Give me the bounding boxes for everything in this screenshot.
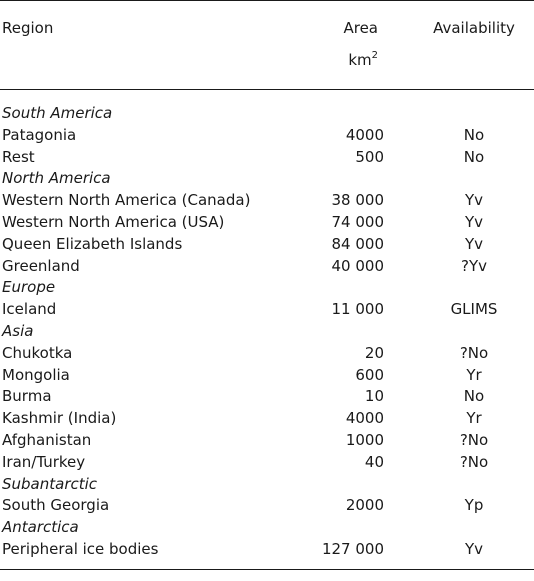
availability-cell: Yr [466, 365, 482, 384]
area-cell: 600 [355, 365, 384, 384]
availability-cell: Yv [464, 212, 484, 231]
header-rule [0, 89, 534, 90]
region-cell: Rest [2, 147, 35, 166]
table-row: Chukotka 20 ?No [0, 343, 534, 365]
column-header-region: Region [2, 19, 54, 37]
availability-cell: No [463, 147, 485, 166]
region-cell: Greenland [2, 256, 80, 275]
table-body: South America Patagonia 4000 No Rest 500 No Nor… [0, 103, 534, 561]
table-header: Region Area km2 Availability [0, 0, 534, 87]
availability-cell: No [463, 125, 485, 144]
region-cell: Iceland [2, 300, 57, 319]
availability-cell: Yv [464, 234, 484, 253]
table-row: Mongolia 600 Yr [0, 365, 534, 387]
table-row: Kashmir (India) 4000 Yr [0, 408, 534, 430]
region-cell: South Georgia [2, 496, 110, 515]
region-cell: Chukotka [2, 343, 73, 362]
top-rule [0, 0, 534, 1]
bottom-rule [0, 569, 534, 570]
area-cell: 2000 [345, 496, 384, 515]
region-cell: Kashmir (India) [2, 409, 117, 428]
group-heading-row: Europe [0, 277, 534, 299]
area-cell: 40 [364, 452, 384, 471]
column-header-availability: Availability [433, 19, 515, 37]
region-cell: Western North America (Canada) [2, 191, 251, 210]
availability-cell: ?Yv [460, 256, 487, 275]
area-cell: 74 000 [331, 212, 385, 231]
table-row: Rest 500 No [0, 147, 534, 169]
area-cell: 38 000 [331, 191, 385, 210]
region-cell: Afghanistan [2, 430, 92, 449]
table-row: South Georgia 2000 Yp [0, 495, 534, 517]
area-cell: 4000 [345, 125, 384, 144]
table-row: Queen Elizabeth Islands 84 000 Yv [0, 234, 534, 256]
table-row: Peripheral ice bodies 127 000 Yv [0, 539, 534, 561]
region-cell: Western North America (USA) [2, 212, 225, 231]
region-cell: Burma [2, 387, 52, 406]
table-row: Greenland 40 000 ?Yv [0, 256, 534, 278]
area-cell: 4000 [345, 409, 384, 428]
group-heading: Europe [2, 278, 56, 297]
table-row: Western North America (Canada) 38 000 Yv [0, 190, 534, 212]
group-heading-row: Subantarctic [0, 474, 534, 496]
area-cell: 11 000 [331, 300, 385, 319]
availability-cell: ?No [459, 343, 489, 362]
table-row: Iran/Turkey 40 ?No [0, 452, 534, 474]
table-row: Iceland 11 000 GLIMS [0, 299, 534, 321]
area-cell: 127 000 [321, 539, 384, 558]
area-cell: 84 000 [331, 234, 385, 253]
availability-cell: GLIMS [450, 300, 498, 319]
table-row: Western North America (USA) 74 000 Yv [0, 212, 534, 234]
availability-cell: ?No [459, 430, 489, 449]
region-cell: Patagonia [2, 125, 77, 144]
group-heading-row: South America [0, 103, 534, 125]
area-unit-exponent: 2 [371, 50, 378, 61]
column-header-area: Area [343, 19, 378, 37]
group-heading: South America [2, 104, 113, 122]
area-cell: 500 [355, 147, 384, 166]
area-cell: 10 [364, 387, 384, 406]
availability-cell: ?No [459, 452, 489, 471]
group-heading: North America [2, 169, 111, 188]
table-row: Burma 10 No [0, 386, 534, 408]
table-row: Patagonia 4000 No [0, 125, 534, 147]
table-row: Afghanistan 1000 ?No [0, 430, 534, 452]
group-heading-row: Asia [0, 321, 534, 343]
column-header-area-unit: km2 [300, 50, 378, 70]
availability-cell: Yp [464, 496, 484, 515]
availability-cell: No [463, 387, 485, 406]
group-heading-row: Antarctica [0, 517, 534, 539]
region-cell: Iran/Turkey [2, 452, 86, 471]
region-cell: Mongolia [2, 365, 70, 384]
group-heading: Subantarctic [2, 474, 98, 493]
area-cell: 1000 [345, 430, 384, 449]
area-cell: 20 [364, 343, 384, 362]
availability-cell: Yv [464, 191, 484, 210]
area-unit-base: km [348, 51, 372, 69]
group-heading-row: North America [0, 168, 534, 190]
availability-cell: Yv [464, 539, 484, 558]
region-cell: Queen Elizabeth Islands [2, 234, 183, 253]
region-cell: Peripheral ice bodies [2, 539, 159, 558]
availability-cell: Yr [466, 409, 482, 428]
area-cell: 40 000 [331, 256, 385, 275]
group-heading: Antarctica [2, 518, 79, 537]
group-heading: Asia [2, 321, 34, 340]
